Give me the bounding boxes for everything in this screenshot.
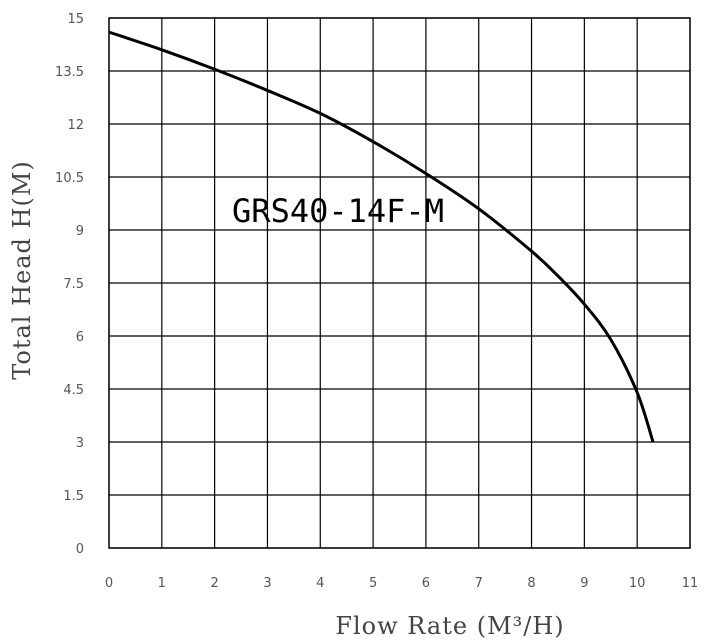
x-tick-label: 9	[580, 576, 588, 591]
x-tick-label: 3	[263, 576, 271, 591]
grid	[108, 17, 691, 549]
x-tick-label: 6	[422, 576, 430, 591]
y-tick-label: 15	[67, 12, 84, 27]
y-axis-title: Total Head H(M)	[8, 160, 36, 380]
x-tick-label: 5	[369, 576, 377, 591]
y-tick-label: 10.5	[55, 171, 84, 186]
x-tick-label: 0	[105, 576, 113, 591]
y-tick-label: 4.5	[63, 383, 84, 398]
y-tick-label: 13.5	[55, 65, 84, 80]
x-tick-label: 4	[316, 576, 324, 591]
y-tick-labels: 0 1.5 3 4.5 6 7.5 9 10.5 12 13.5 15	[55, 12, 84, 557]
head-flow-curve	[108, 30, 655, 443]
y-tick-label: 12	[67, 118, 84, 133]
x-axis-title: Flow Rate (M³/H)	[335, 612, 564, 640]
y-tick-label: 6	[76, 330, 84, 345]
plot-frame	[108, 17, 691, 549]
x-tick-label: 10	[629, 576, 646, 591]
x-tick-label: 2	[210, 576, 218, 591]
y-tick-label: 3	[76, 436, 84, 451]
y-tick-label: 1.5	[63, 489, 84, 504]
y-tick-label: 0	[76, 542, 84, 557]
y-tick-label: 9	[76, 224, 84, 239]
x-tick-labels: 0 1 2 3 4 5 6 7 8 9 10 11	[105, 576, 698, 591]
model-label: GRS40-14F-M	[232, 192, 444, 230]
plot-border	[108, 17, 691, 549]
x-tick-label: 8	[527, 576, 535, 591]
y-tick-label: 7.5	[63, 277, 84, 292]
x-tick-label: 1	[158, 576, 166, 591]
x-tick-label: 7	[475, 576, 483, 591]
x-tick-label: 11	[682, 576, 699, 591]
